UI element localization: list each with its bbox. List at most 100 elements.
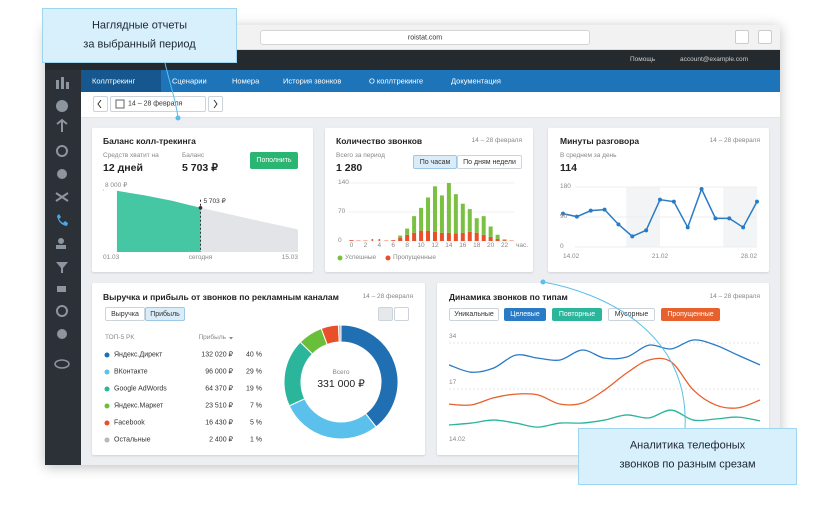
nav-tab[interactable]: Документация — [451, 76, 501, 86]
x-tick-label: 20 — [487, 241, 495, 249]
bar — [502, 239, 507, 241]
toggle[interactable]: По дням недели — [457, 155, 522, 169]
period: 14 – 28 февраля — [709, 136, 760, 144]
nav-bar — [81, 70, 780, 92]
nav-tab[interactable]: Коллтрекинг — [92, 76, 136, 86]
bar — [502, 240, 507, 241]
callout — [42, 8, 237, 63]
legend-label: Успешные — [345, 253, 377, 261]
x-unit: час. — [516, 241, 529, 249]
channel-name: Google AdWords — [114, 385, 167, 393]
share: 7 % — [249, 402, 262, 410]
legend-dot — [385, 255, 391, 261]
point — [630, 234, 635, 239]
x-tick-label: 16 — [459, 241, 467, 249]
arrows — [97, 99, 218, 109]
bar — [467, 209, 472, 232]
url: roistat.com — [407, 34, 443, 42]
connector — [542, 281, 686, 429]
bar — [474, 218, 479, 233]
legend-dot — [337, 255, 343, 261]
y-tick-label: 8 000 ₽ — [105, 181, 128, 189]
share: 40 % — [246, 351, 262, 359]
x-tick-label: 22 — [500, 241, 509, 249]
tabs-button[interactable] — [758, 30, 772, 44]
bar — [460, 203, 465, 233]
point — [602, 207, 607, 212]
legend-label: Пропущенные — [393, 253, 437, 261]
x-tick-label: 6 — [391, 241, 396, 249]
period: 14 – 28 февраля — [709, 292, 760, 300]
bar — [481, 234, 486, 241]
point — [699, 187, 704, 191]
connector-dot — [175, 115, 181, 121]
legend-dot — [104, 369, 110, 375]
point — [561, 211, 565, 216]
channel-name: Facebook — [114, 419, 145, 427]
share-button[interactable] — [735, 30, 749, 44]
toggle[interactable]: Прибыль — [145, 307, 185, 321]
nav-active — [81, 70, 161, 92]
bar — [419, 207, 424, 231]
center-label: Всего — [332, 368, 350, 376]
bar — [432, 231, 437, 241]
filter-button[interactable]: Повторные — [552, 308, 602, 321]
nav-tab[interactable]: Номера — [232, 76, 260, 86]
label: Баланс — [182, 151, 205, 159]
topup-button[interactable]: Пополнить — [250, 152, 298, 169]
actual-area — [116, 190, 201, 252]
nav-tab[interactable]: История звонков — [283, 76, 342, 86]
bar — [349, 240, 354, 241]
point — [658, 197, 662, 202]
y-tick-label: 0 — [560, 242, 564, 250]
y-tick-label: 17 — [449, 378, 457, 386]
account-menu[interactable]: account@example.com — [680, 55, 749, 63]
filter-button[interactable]: Пропущенные — [661, 308, 720, 321]
label: Средств хватит на — [103, 151, 159, 159]
today-dot — [198, 206, 203, 210]
y-tick-label: 34 — [449, 332, 457, 340]
filter-button[interactable]: Уникальные — [449, 308, 499, 321]
profit: 16 430 ₽ — [205, 419, 233, 427]
x-tick-label: 8 — [405, 241, 409, 249]
filter-button[interactable]: Целевые — [504, 308, 546, 321]
point — [574, 214, 579, 219]
help-link[interactable]: Помощь — [630, 55, 656, 63]
date-picker[interactable] — [110, 96, 206, 112]
prev-button[interactable] — [93, 96, 108, 112]
bar — [460, 232, 465, 241]
legend-dot — [104, 420, 110, 426]
bar — [419, 230, 424, 241]
nav-tab[interactable]: Сценарии — [172, 76, 207, 86]
date-range[interactable]: 14 – 28 февраля — [128, 100, 183, 108]
x-tick-label: 0 — [349, 241, 354, 249]
callout-text: за выбранный период — [83, 38, 196, 51]
toggle[interactable]: Выручка — [105, 307, 145, 321]
next-button[interactable] — [208, 96, 223, 112]
column-header[interactable]: Прибыль — [198, 333, 227, 341]
card-title: Количество звонков — [336, 135, 423, 146]
filter-button[interactable]: Мусорные — [608, 308, 655, 321]
profit: 96 000 ₽ — [205, 368, 233, 376]
y-tick-label: 90 — [560, 212, 568, 220]
x-tick-label: 15.03 — [281, 253, 298, 261]
x-tick-label: 14.02 — [449, 435, 466, 443]
profit: 132 020 ₽ — [201, 351, 233, 359]
pie-view-button[interactable] — [378, 307, 393, 321]
toggle[interactable]: По часам — [413, 155, 457, 169]
bar — [391, 240, 396, 241]
callout — [578, 428, 797, 485]
table-view-button[interactable] — [394, 307, 409, 321]
address-bar[interactable] — [260, 30, 590, 45]
line — [448, 339, 761, 373]
profit: 23 510 ₽ — [205, 402, 233, 410]
calendar-icon — [115, 99, 125, 109]
share: 1 % — [249, 436, 262, 444]
y-tick-label: 70 — [338, 207, 346, 215]
x-tick-label: сегодня — [188, 253, 213, 261]
bar — [474, 232, 479, 241]
card-title: Минуты разговора — [560, 135, 640, 146]
bar — [439, 195, 444, 233]
nav-tab[interactable]: О коллтрекинге — [369, 76, 424, 86]
